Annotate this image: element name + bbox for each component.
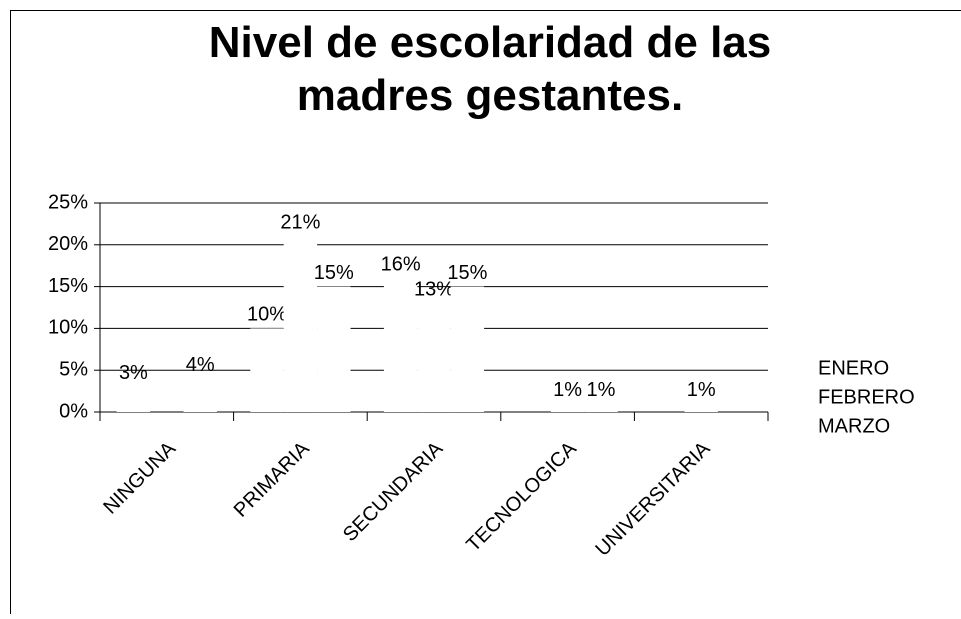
data-label: 15%	[447, 262, 487, 284]
legend-label: MARZO	[818, 415, 890, 437]
bar	[384, 278, 417, 412]
y-tick-label: 5%	[59, 358, 88, 380]
y-tick-label: 20%	[48, 233, 88, 255]
y-tick-label: 25%	[48, 191, 88, 213]
legend-label: FEBRERO	[818, 386, 915, 408]
data-label: 16%	[381, 254, 421, 276]
bar	[117, 387, 150, 412]
bar	[685, 404, 718, 412]
bar	[451, 287, 484, 412]
y-tick-label: 0%	[59, 400, 88, 422]
bar	[184, 379, 217, 412]
y-tick-label: 10%	[48, 317, 88, 339]
bar	[317, 287, 350, 412]
data-label: 4%	[186, 354, 215, 376]
data-label: 1%	[587, 379, 616, 401]
bar	[551, 404, 584, 412]
data-label: 1%	[687, 379, 716, 401]
data-label: 3%	[119, 362, 148, 384]
bar	[584, 404, 617, 412]
bar	[250, 328, 283, 412]
bar	[417, 303, 450, 412]
data-label: 1%	[553, 379, 582, 401]
data-label: 15%	[314, 262, 354, 284]
y-tick-label: 15%	[48, 275, 88, 297]
data-label: 21%	[280, 212, 320, 234]
bar	[284, 236, 317, 412]
data-label: 10%	[247, 304, 287, 326]
legend-label: ENERO	[818, 357, 889, 379]
